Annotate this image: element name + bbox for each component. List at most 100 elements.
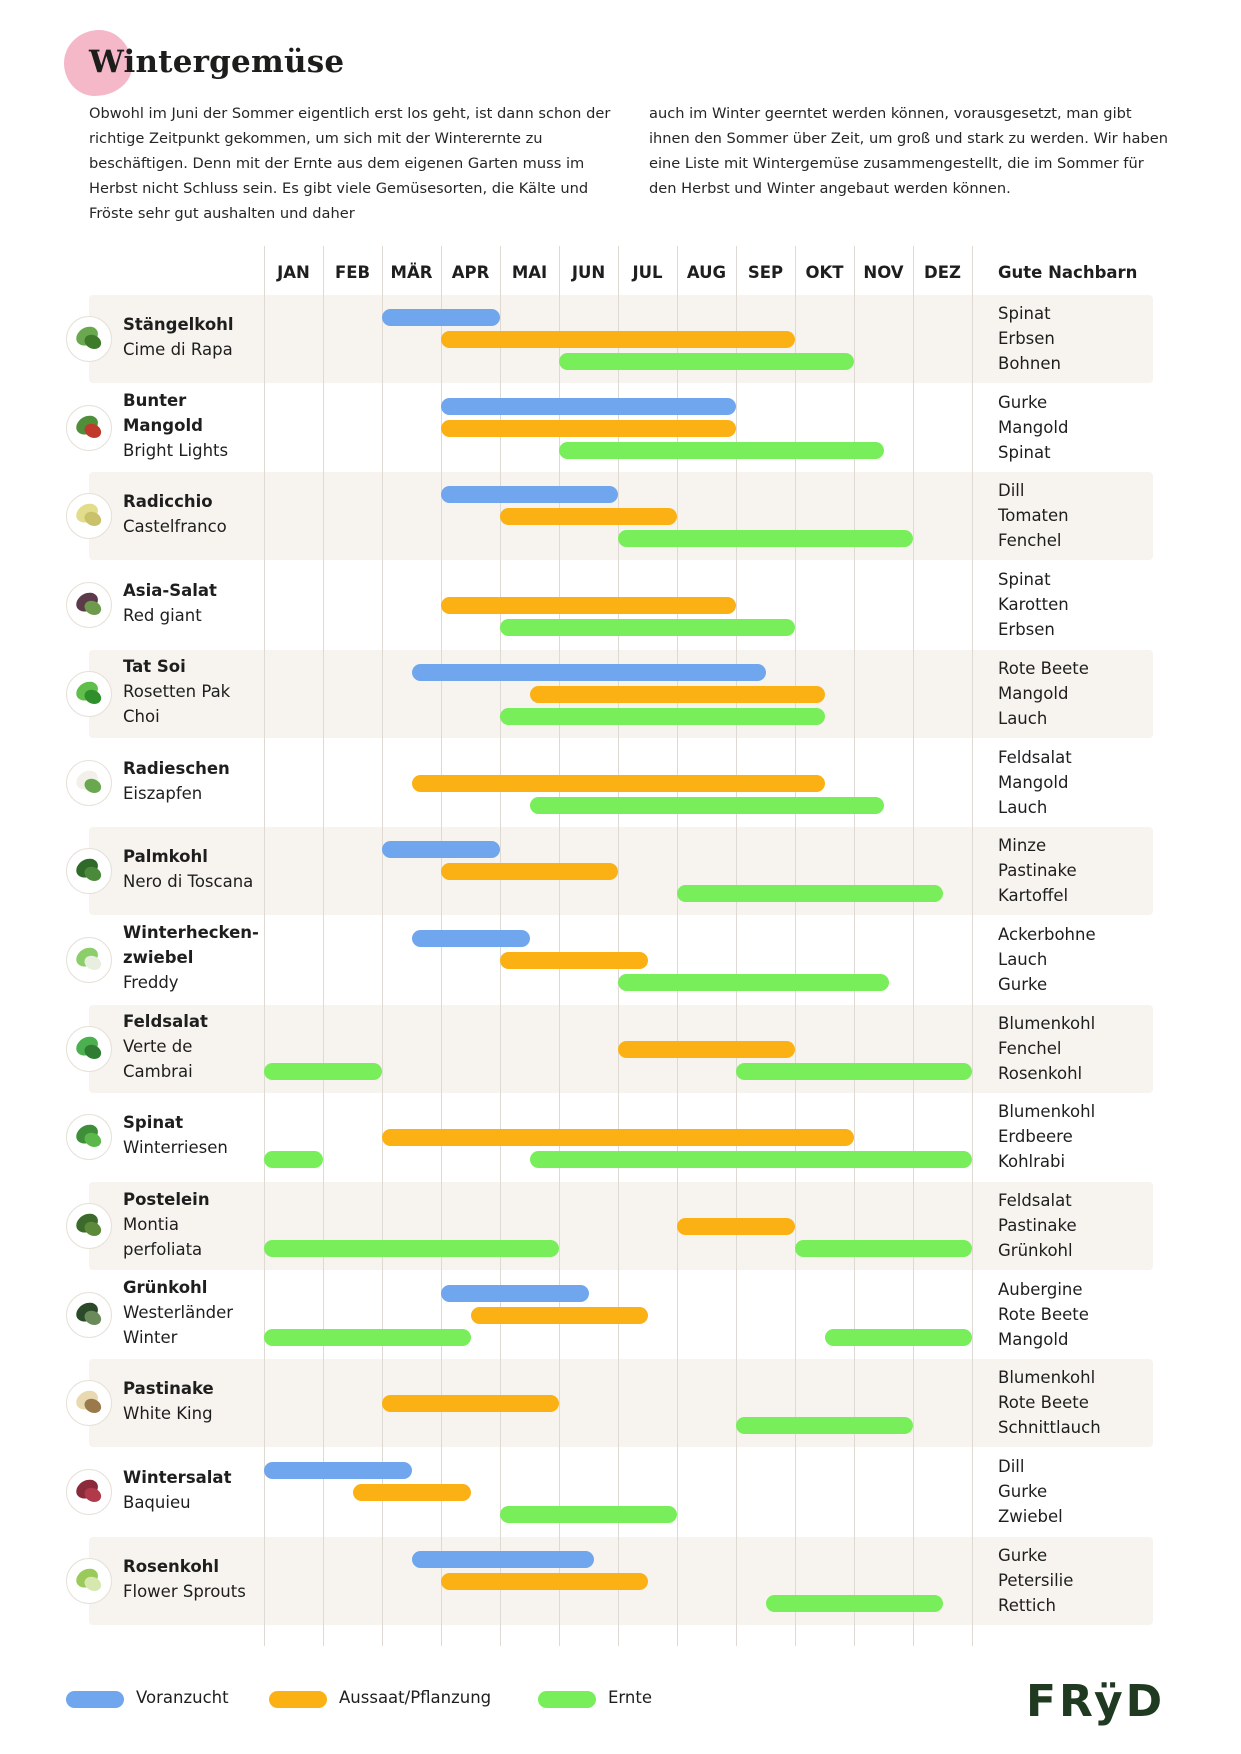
- month-gridline: [618, 246, 619, 1646]
- month-label-sep: SEP: [747, 263, 784, 282]
- aussaat-bar: [382, 1129, 854, 1147]
- vegetable-variety: Castelfranco: [123, 517, 227, 537]
- vegetable-variety: Nero di Toscana: [123, 872, 254, 892]
- aussaat-bar: [529, 685, 825, 703]
- neighbor-item: Pastinake: [998, 1216, 1077, 1235]
- neighbor-item: Gurke: [998, 1482, 1048, 1502]
- vegetable-label: Radicchio Castelfranco: [123, 489, 263, 539]
- vegetable-variety: Winterriesen: [123, 1138, 228, 1158]
- neighbor-item: Tomaten: [998, 506, 1069, 526]
- vegetable-variety: Freddy: [123, 973, 179, 993]
- good-neighbors-list: Gurke Petersilie Rettich: [998, 1543, 1158, 1618]
- palm-kale-icon: [66, 848, 112, 895]
- neighbor-item: Mangold: [998, 683, 1069, 703]
- good-neighbors-list: Rote Beete Mangold Lauch: [998, 656, 1158, 731]
- vegetable-variety: Baquieu: [123, 1493, 191, 1513]
- vegetable-name: Bunter Mangold: [123, 391, 203, 436]
- neighbor-item: Kohlrabi: [998, 1152, 1066, 1172]
- neighbor-item: Aubergine: [998, 1279, 1083, 1299]
- vegetable-label: Winterhecken-zwiebel Freddy: [123, 920, 263, 995]
- spinach-icon: [66, 1114, 112, 1161]
- month-label-jan: JAN: [277, 263, 310, 282]
- vegetable-name: Pastinake: [123, 1379, 214, 1399]
- neighbors-header: Gute Nachbarn: [998, 263, 1138, 282]
- row-band: [89, 1359, 1153, 1448]
- aussaat-bar: [618, 1040, 795, 1058]
- voranzucht-bar: [411, 663, 766, 681]
- ernte-bar: [264, 1328, 471, 1346]
- neighbor-item: Zwiebel: [998, 1507, 1063, 1527]
- ernte-bar: [529, 796, 884, 814]
- aussaat-bar: [411, 774, 825, 792]
- month-gridline: [677, 246, 678, 1646]
- month-label-jul: JUL: [632, 263, 663, 282]
- good-neighbors-list: Spinat Erbsen Bohnen: [998, 301, 1158, 376]
- neighbor-item: Dill: [998, 481, 1025, 501]
- good-neighbors-list: Blumenkohl Rote Beete Schnittlauch: [998, 1365, 1158, 1440]
- neighbor-item: Rote Beete: [998, 1304, 1089, 1324]
- legend-swatch-voranzucht: [66, 1691, 124, 1708]
- vegetable-label: Palmkohl Nero di Toscana: [123, 844, 263, 894]
- neighbor-item: Feldsalat: [998, 1191, 1072, 1210]
- row-band: [89, 827, 1153, 916]
- vegetable-label: Rosenkohl Flower Sprouts: [123, 1554, 263, 1604]
- neighbor-item: Mangold: [998, 1329, 1069, 1349]
- vegetable-variety: Verte de Cambrai: [123, 1037, 193, 1082]
- ernte-bar: [736, 1062, 972, 1080]
- month-label-mai: MAI: [511, 263, 548, 282]
- voranzucht-bar: [411, 929, 530, 947]
- month-label-jun: JUN: [571, 263, 606, 282]
- aussaat-bar: [441, 419, 736, 437]
- ernte-bar: [264, 1062, 382, 1080]
- month-gridline: [264, 246, 265, 1646]
- lambs-lettuce-icon: [66, 1025, 112, 1072]
- vegetable-name: Grünkohl: [123, 1278, 208, 1298]
- vegetable-variety: White King: [123, 1404, 213, 1424]
- vegetable-label: Bunter Mangold Bright Lights: [123, 388, 263, 463]
- neighbor-item: Gurke: [998, 392, 1048, 412]
- ernte-bar: [677, 885, 943, 903]
- legend-label: Aussaat/Pflanzung: [339, 1688, 492, 1707]
- aussaat-bar: [441, 597, 736, 615]
- neighbor-item: Blumenkohl: [998, 1013, 1096, 1033]
- purslane-icon: [66, 1203, 112, 1249]
- vegetable-label: Wintersalat Baquieu: [123, 1465, 263, 1515]
- ernte-bar: [264, 1240, 559, 1257]
- good-neighbors-list: Dill Gurke Zwiebel: [998, 1454, 1158, 1529]
- ernte-bar: [824, 1328, 972, 1346]
- aussaat-bar: [441, 331, 795, 348]
- vegetable-label: Tat Soi Rosetten Pak Choi: [123, 654, 263, 729]
- month-label-feb: FEB: [334, 263, 371, 282]
- aussaat-bar: [441, 1572, 648, 1590]
- good-neighbors-list: Blumenkohl Erdbeere Kohlrabi: [998, 1099, 1158, 1174]
- month-label-mär: MÄR: [390, 263, 433, 282]
- neighbor-item: Bohnen: [998, 354, 1061, 373]
- neighbor-item: Minze: [998, 836, 1047, 856]
- good-neighbors-list: Blumenkohl Fenchel Rosenkohl: [998, 1011, 1158, 1086]
- onion-icon: [66, 936, 112, 983]
- vegetable-name: Radieschen: [123, 758, 230, 778]
- neighbor-item: Karotten: [998, 595, 1069, 615]
- good-neighbors-list: Spinat Karotten Erbsen: [998, 567, 1158, 642]
- radish-icon: [66, 759, 112, 806]
- voranzucht-bar: [441, 397, 736, 415]
- vegetable-name: Tat Soi: [123, 657, 186, 677]
- ernte-bar: [264, 1151, 323, 1169]
- neighbor-item: Gurke: [998, 974, 1048, 994]
- aussaat-bar: [500, 951, 648, 969]
- vegetable-variety: Rosetten Pak Choi: [123, 682, 231, 727]
- ernte-bar: [500, 707, 825, 725]
- ernte-bar: [765, 1594, 943, 1612]
- aussaat-bar: [352, 1484, 471, 1502]
- good-neighbors-list: Ackerbohne Lauch Gurke: [998, 922, 1158, 997]
- ernte-bar: [795, 1240, 972, 1257]
- month-gridline: [795, 246, 796, 1646]
- vegetable-name: Asia-Salat: [123, 581, 217, 601]
- vegetable-label: Asia-Salat Red giant: [123, 578, 263, 628]
- ernte-bar: [559, 441, 884, 459]
- good-neighbors-list: Feldsalat Pastinake Grünkohl: [998, 1188, 1158, 1263]
- voranzucht-bar: [382, 309, 500, 326]
- neighbor-item: Dill: [998, 1457, 1025, 1477]
- neighbor-item: Mangold: [998, 417, 1069, 437]
- neighbor-item: Lauch: [998, 708, 1048, 728]
